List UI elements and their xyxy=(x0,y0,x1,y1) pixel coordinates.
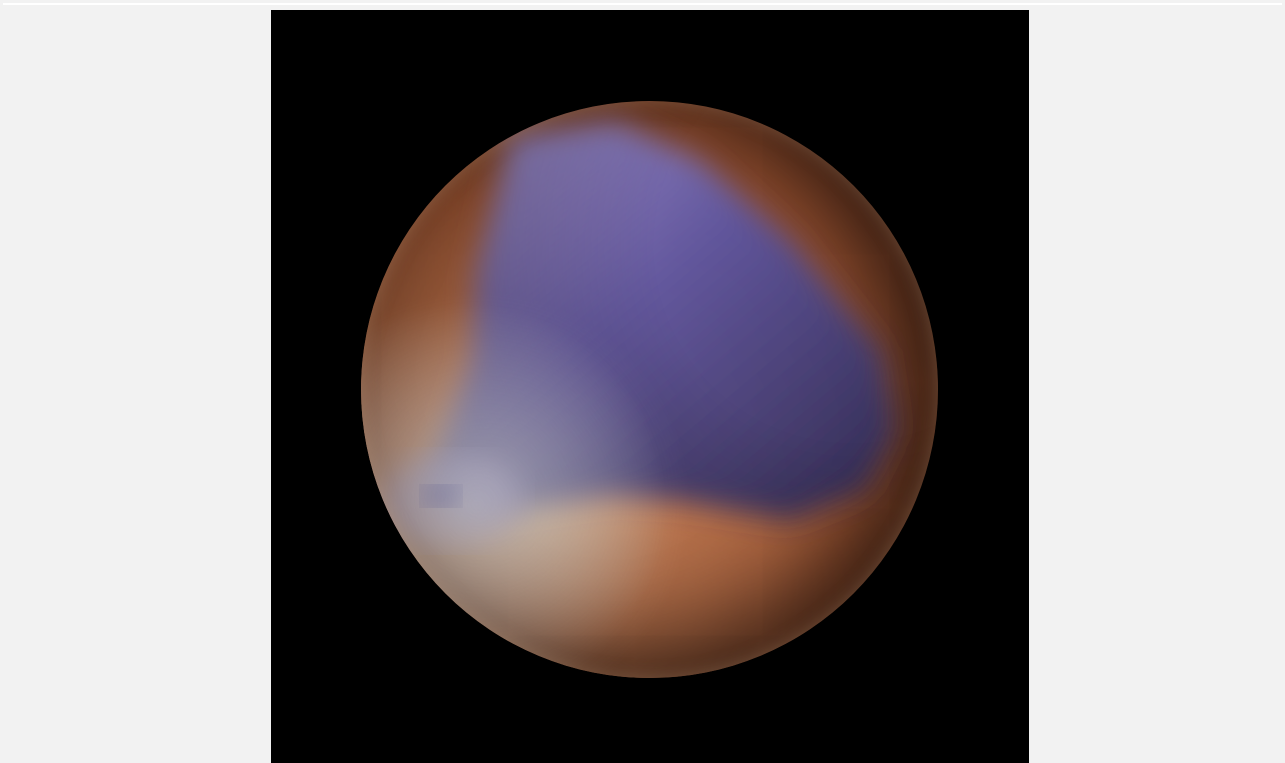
shading-overlay xyxy=(361,101,938,678)
planet-rim xyxy=(361,101,938,678)
image-canvas xyxy=(271,10,1029,763)
planet-icon xyxy=(361,101,938,678)
viewer-top-border xyxy=(3,3,1282,5)
